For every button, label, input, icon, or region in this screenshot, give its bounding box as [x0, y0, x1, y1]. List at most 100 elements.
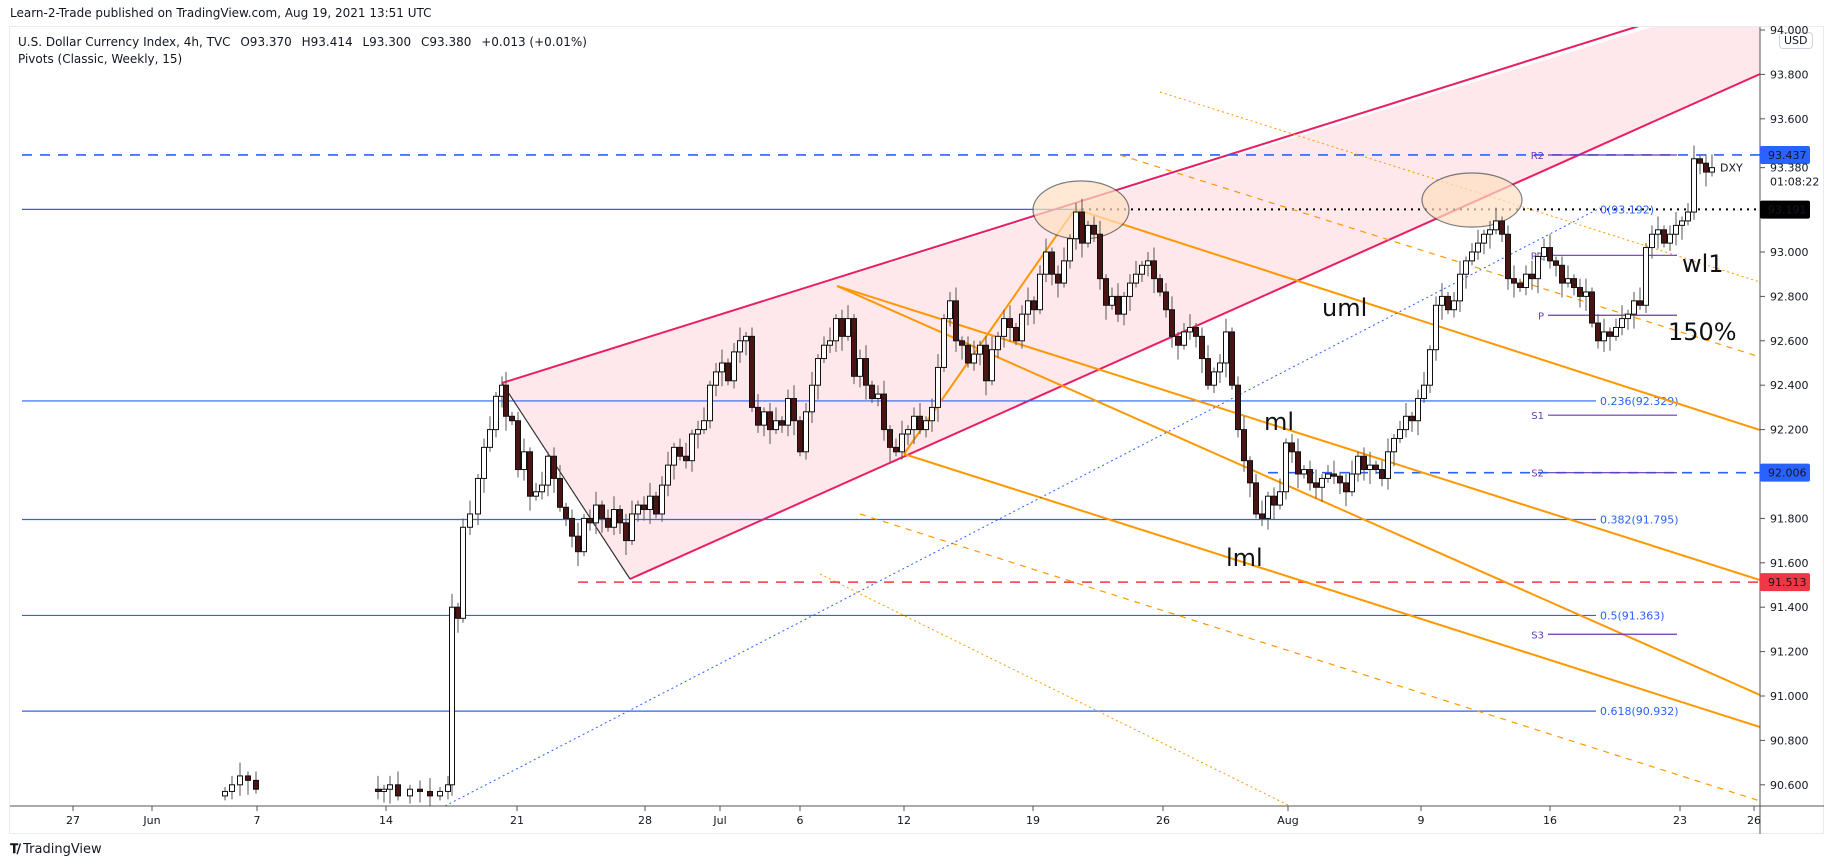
candle-body[interactable]: [1103, 278, 1109, 306]
candle-body[interactable]: [893, 446, 899, 453]
candle-body[interactable]: [1265, 495, 1271, 519]
candle-body[interactable]: [797, 420, 803, 453]
candle-body[interactable]: [1631, 300, 1637, 315]
candle-body[interactable]: [1415, 398, 1421, 422]
candle-body[interactable]: [1553, 260, 1559, 266]
candle-body[interactable]: [1685, 211, 1691, 222]
wedge-lower-line[interactable]: [629, 73, 1760, 580]
candle-body[interactable]: [689, 433, 695, 462]
trendline-down[interactable]: [501, 382, 631, 580]
candle-body[interactable]: [1361, 455, 1367, 471]
candle-body[interactable]: [1661, 229, 1667, 244]
chart-annotation-label[interactable]: 150%: [1668, 318, 1737, 346]
candle-body[interactable]: [1241, 429, 1247, 462]
price-badge[interactable]: [1760, 200, 1810, 219]
candle-body[interactable]: [437, 790, 443, 797]
candle-body[interactable]: [737, 340, 743, 353]
candle-body[interactable]: [493, 395, 499, 431]
currency-badge[interactable]: USD: [1779, 32, 1813, 49]
candle-body[interactable]: [1139, 264, 1145, 275]
candle-body[interactable]: [1283, 442, 1289, 493]
candle-body[interactable]: [845, 318, 851, 337]
candle-body[interactable]: [1565, 278, 1571, 284]
candle-body[interactable]: [1367, 464, 1373, 471]
candle-body[interactable]: [899, 433, 905, 453]
candle-body[interactable]: [929, 406, 935, 422]
candle-body[interactable]: [551, 455, 557, 479]
candle-body[interactable]: [1211, 371, 1217, 386]
candle-body[interactable]: [1157, 278, 1163, 293]
price-badge[interactable]: [1760, 463, 1810, 482]
candle-body[interactable]: [557, 477, 563, 508]
candle-body[interactable]: [1487, 229, 1493, 235]
candle-body[interactable]: [923, 420, 929, 431]
candle-body[interactable]: [1247, 460, 1253, 484]
candle-body[interactable]: [1193, 326, 1199, 337]
candle-body[interactable]: [1589, 291, 1595, 324]
candle-body[interactable]: [917, 415, 923, 431]
candle-body[interactable]: [821, 344, 827, 360]
candle-body[interactable]: [1307, 469, 1313, 484]
candle-body[interactable]: [1607, 331, 1613, 337]
candle-body[interactable]: [1229, 331, 1235, 386]
ellipse-highlight-august[interactable]: [1421, 172, 1523, 228]
candle-body[interactable]: [1595, 322, 1601, 342]
candle-body[interactable]: [1037, 273, 1043, 311]
candle-body[interactable]: [767, 411, 773, 431]
candle-body[interactable]: [989, 349, 995, 382]
candle-body[interactable]: [1091, 224, 1097, 235]
candle-body[interactable]: [381, 788, 387, 792]
candle-body[interactable]: [1547, 247, 1553, 262]
candle-body[interactable]: [791, 398, 797, 422]
candle-body[interactable]: [1403, 415, 1409, 431]
candle-body[interactable]: [1061, 260, 1067, 284]
candle-body[interactable]: [1067, 238, 1073, 262]
candle-body[interactable]: [1649, 233, 1655, 249]
candle-body[interactable]: [1523, 273, 1529, 289]
candle-body[interactable]: [1073, 211, 1079, 240]
candle-body[interactable]: [387, 784, 393, 790]
candle-body[interactable]: [1055, 273, 1061, 284]
candle-body[interactable]: [755, 406, 761, 426]
candle-body[interactable]: [1259, 513, 1265, 519]
candle-body[interactable]: [905, 429, 911, 435]
candle-body[interactable]: [875, 393, 881, 400]
symbol-legend-row[interactable]: U.S. Dollar Currency Index, 4h, TVC O93.…: [18, 34, 593, 51]
candle-body[interactable]: [1217, 362, 1223, 373]
candle-body[interactable]: [1187, 326, 1193, 333]
candle-body[interactable]: [761, 411, 767, 426]
candle-body[interactable]: [1325, 473, 1331, 479]
candle-body[interactable]: [1253, 482, 1259, 515]
candle-body[interactable]: [749, 335, 755, 408]
candle-body[interactable]: [407, 788, 413, 797]
candle-body[interactable]: [460, 526, 466, 619]
pitchfork-median-line[interactable]: [903, 453, 1760, 728]
candle-body[interactable]: [1625, 313, 1631, 320]
candle-body[interactable]: [1457, 273, 1463, 302]
candle-body[interactable]: [1169, 309, 1175, 337]
chart-annotation-label[interactable]: wl1: [1682, 250, 1724, 278]
candle-body[interactable]: [983, 344, 989, 382]
candle-body[interactable]: [253, 779, 259, 790]
price-badge[interactable]: [1760, 145, 1810, 164]
candle-body[interactable]: [671, 446, 677, 466]
candle-body[interactable]: [869, 384, 875, 400]
candle-body[interactable]: [701, 420, 707, 431]
candle-body[interactable]: [1559, 264, 1565, 284]
candle-body[interactable]: [237, 775, 243, 786]
candle-body[interactable]: [417, 788, 423, 792]
candle-body[interactable]: [1529, 273, 1535, 280]
candle-body[interactable]: [617, 509, 623, 524]
candle-body[interactable]: [581, 517, 587, 553]
candle-body[interactable]: [1013, 326, 1019, 342]
candle-body[interactable]: [509, 415, 515, 422]
candle-body[interactable]: [1343, 482, 1349, 493]
candle-body[interactable]: [1097, 233, 1103, 280]
candle-body[interactable]: [1397, 429, 1403, 439]
candle-body[interactable]: [575, 535, 581, 553]
candle-body[interactable]: [965, 344, 971, 364]
candle-body[interactable]: [449, 606, 455, 786]
candle-body[interactable]: [1301, 469, 1307, 475]
chart-annotation-label[interactable]: lml: [1226, 544, 1263, 572]
candle-body[interactable]: [229, 784, 235, 792]
